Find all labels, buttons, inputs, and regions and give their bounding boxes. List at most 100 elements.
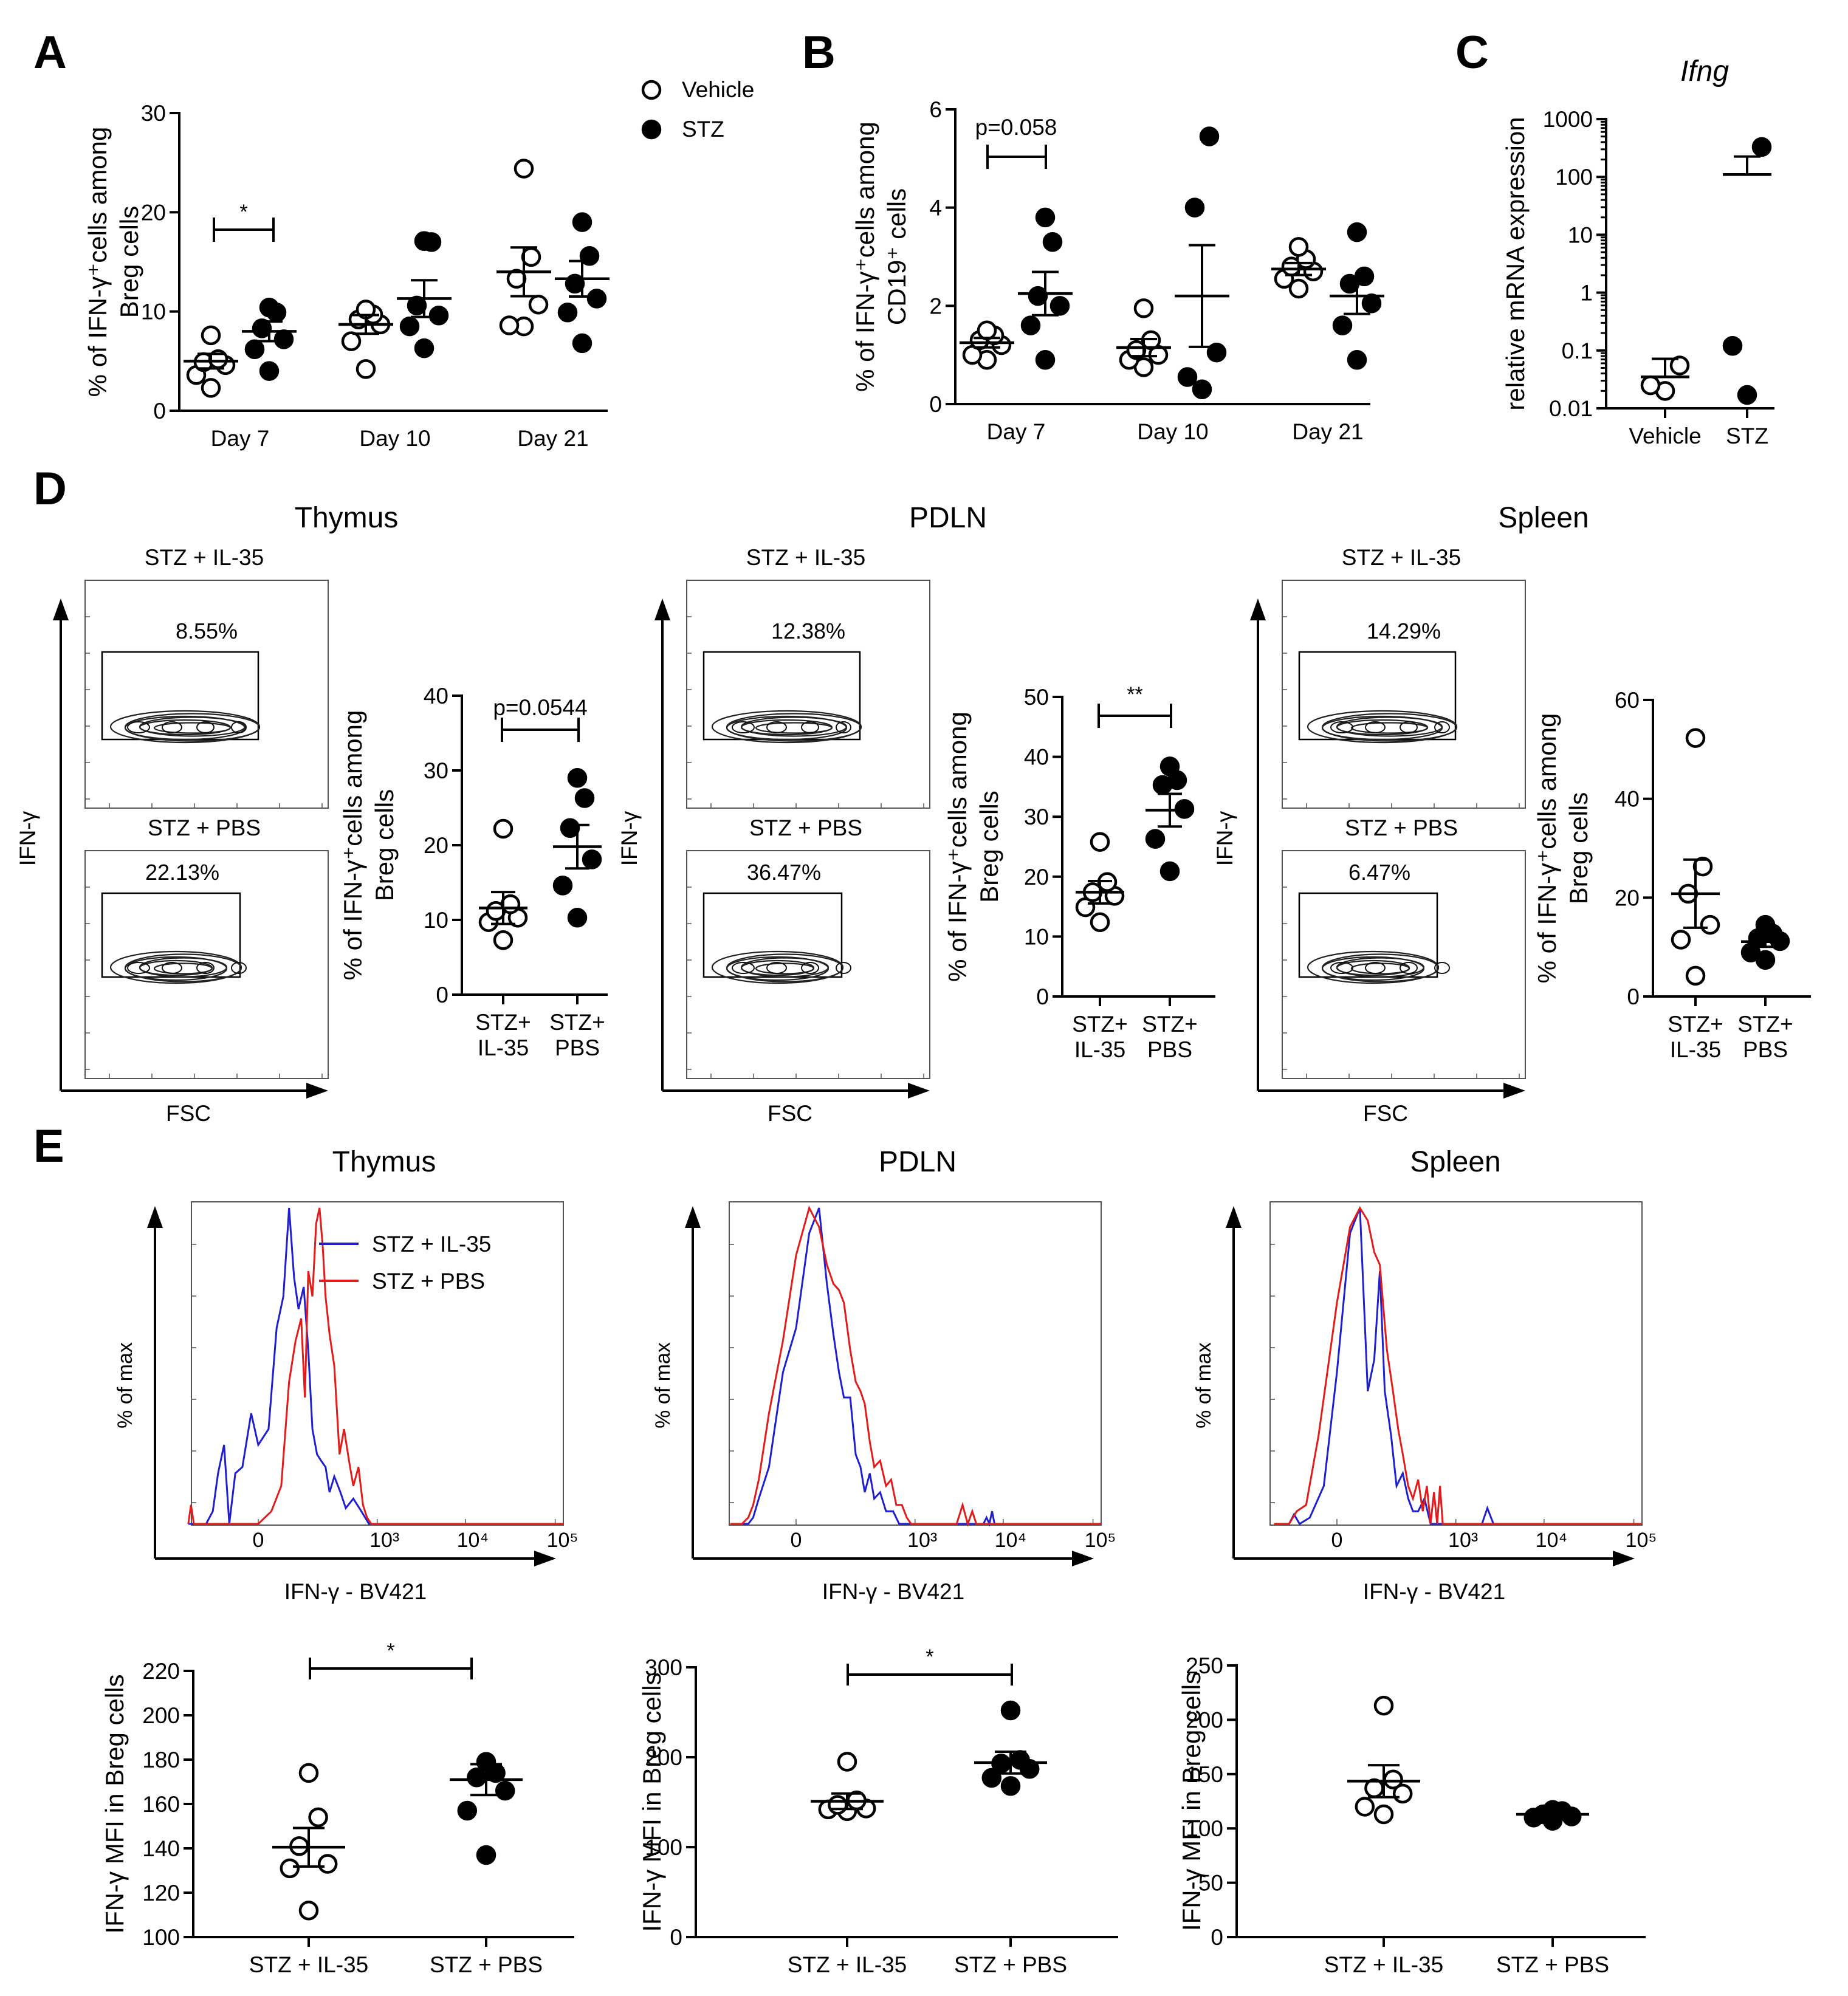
- y-tick-label: 160: [142, 1792, 180, 1817]
- y-tick-label: 0.01: [1549, 396, 1593, 421]
- hist-x-tick-label: 0: [1331, 1529, 1343, 1552]
- x-tick-label: STZ+: [1072, 1012, 1128, 1037]
- y-axis-label: CD19⁺ cells: [882, 188, 911, 325]
- data-point-stz: [259, 361, 280, 381]
- data-point-stz-pbs: [560, 818, 580, 838]
- gate-percentage: 22.13%: [145, 860, 219, 885]
- significance-label: *: [239, 201, 247, 224]
- y-tick-label: 300: [645, 1655, 682, 1680]
- flow-contour-core: [231, 721, 247, 733]
- tissue-title: Spleen: [1410, 1146, 1500, 1178]
- data-point-stz: [1751, 137, 1772, 157]
- data-point-stz: [1206, 342, 1227, 363]
- y-axis-label: % of IFN-γ⁺cells among: [1533, 713, 1561, 984]
- legend-vehicle-marker: [641, 80, 662, 100]
- y-tick-label: 6: [929, 97, 942, 122]
- flow-contour: [755, 722, 833, 734]
- hist-x-label: IFN-γ - BV421: [1363, 1579, 1505, 1604]
- y-tick-label: 250: [1186, 1653, 1223, 1678]
- flow-contour-core: [1330, 962, 1353, 974]
- y-tick-label: 4: [929, 196, 942, 221]
- hist-y-arrow: [685, 1206, 701, 1228]
- data-point-stz-il35: [1685, 728, 1706, 748]
- data-point-stz-il35: [308, 1807, 328, 1828]
- y-tick-label: 40: [1024, 745, 1049, 770]
- data-point-stz: [1177, 367, 1198, 387]
- legend-il35-label: STZ + IL-35: [372, 1232, 491, 1257]
- hist-x-tick-label: 0: [253, 1529, 264, 1552]
- y-tick-label: 0: [1627, 984, 1640, 1009]
- panel-label-c: C: [1455, 27, 1489, 78]
- flow-x-arrow: [1503, 1083, 1525, 1099]
- flow-plot-frame: [84, 850, 329, 1079]
- flow-sample-label: STZ + IL-35: [145, 545, 264, 570]
- gate-percentage: 12.38%: [771, 619, 845, 643]
- x-tick-label: STZ+: [1142, 1012, 1198, 1037]
- data-point-stz-il35: [1671, 930, 1691, 950]
- data-point-stz: [1347, 350, 1367, 370]
- tissue-title: PDLN: [879, 1146, 957, 1178]
- flow-sample-label: STZ + IL-35: [1342, 545, 1461, 570]
- tissue-title: Spleen: [1498, 502, 1589, 534]
- flow-contour-core: [732, 721, 755, 733]
- data-point-stz: [1049, 296, 1070, 316]
- data-point-vehicle: [1288, 237, 1309, 257]
- y-tick-label: 10: [141, 300, 166, 324]
- data-point-stz: [1722, 336, 1743, 356]
- hist-x-tick-label: 10³: [369, 1529, 399, 1552]
- data-point-vehicle: [514, 159, 534, 179]
- data-point-stz-pbs: [1159, 861, 1180, 882]
- gate-percentage: 14.29%: [1367, 619, 1441, 643]
- flow-x-arrow: [908, 1083, 930, 1099]
- hist-series-pbs: [187, 1207, 563, 1525]
- data-point-stz: [1361, 293, 1382, 314]
- data-point-stz-il35: [837, 1752, 857, 1772]
- data-point-stz: [1035, 207, 1056, 228]
- flow-x-label: FSC: [768, 1101, 812, 1126]
- data-point-stz-pbs: [1000, 1700, 1021, 1721]
- chart-title: Ifng: [1680, 55, 1729, 87]
- flow-sample-label: STZ + PBS: [749, 815, 862, 840]
- data-point-stz: [399, 316, 420, 337]
- data-point-stz-il35: [1700, 914, 1720, 935]
- data-point-vehicle: [341, 331, 362, 351]
- flow-contour-core: [127, 721, 150, 733]
- flow-contour-core: [231, 962, 247, 974]
- chart-a: 0 10 20 30 % of IFN-γ⁺cells among Breg cells D…: [83, 101, 610, 451]
- data-point-stz-pbs: [1010, 1750, 1030, 1770]
- y-axis-label: % of IFN-γ⁺cells among: [943, 712, 972, 982]
- chart-b: 0 2 4 6 % of IFN-γ⁺cells among CD19⁺ cells Day…: [851, 97, 1384, 444]
- hist-series-il35: [733, 1207, 1101, 1527]
- flow-d-spleen: Spleen IFN-γ FSC STZ + IL-35 14.29% STZ + PBS…: [1212, 502, 1589, 1126]
- data-point-stz: [414, 231, 435, 251]
- x-tick-label: Day 10: [359, 426, 430, 451]
- flow-contour-core: [836, 962, 851, 974]
- panel-label-e: E: [33, 1120, 64, 1172]
- flow-plot-frame: [1282, 850, 1526, 1079]
- flow-contour-core: [196, 962, 215, 974]
- data-point-vehicle: [201, 325, 221, 346]
- data-point-stz-pbs: [476, 1845, 496, 1865]
- hist-x-label: IFN-γ - BV421: [284, 1579, 427, 1604]
- hist-x-tick-label: 10⁵: [1085, 1529, 1116, 1552]
- gate-percentage: 6.47%: [1348, 860, 1410, 885]
- y-tick-label: 40: [1615, 787, 1640, 812]
- data-point-stz-pbs: [1159, 756, 1180, 777]
- data-point-vehicle: [356, 359, 376, 379]
- hist-x-tick-label: 10⁴: [1536, 1529, 1567, 1552]
- data-point-stz-pbs: [567, 908, 588, 928]
- data-point-stz: [1354, 266, 1375, 287]
- data-point-stz: [557, 303, 578, 323]
- data-point-stz: [1028, 286, 1048, 306]
- significance-label: *: [386, 1639, 394, 1662]
- data-point-stz: [572, 212, 593, 232]
- data-point-stz: [1035, 350, 1056, 370]
- flow-y-label: IFN-γ: [15, 811, 40, 866]
- flow-y-arrow: [53, 598, 69, 620]
- data-point-stz-il35: [1355, 1797, 1375, 1817]
- y-axis-label: Breg cells: [370, 789, 399, 901]
- hist-series-pbs: [730, 1205, 1101, 1528]
- data-point-stz-pbs: [495, 1780, 515, 1801]
